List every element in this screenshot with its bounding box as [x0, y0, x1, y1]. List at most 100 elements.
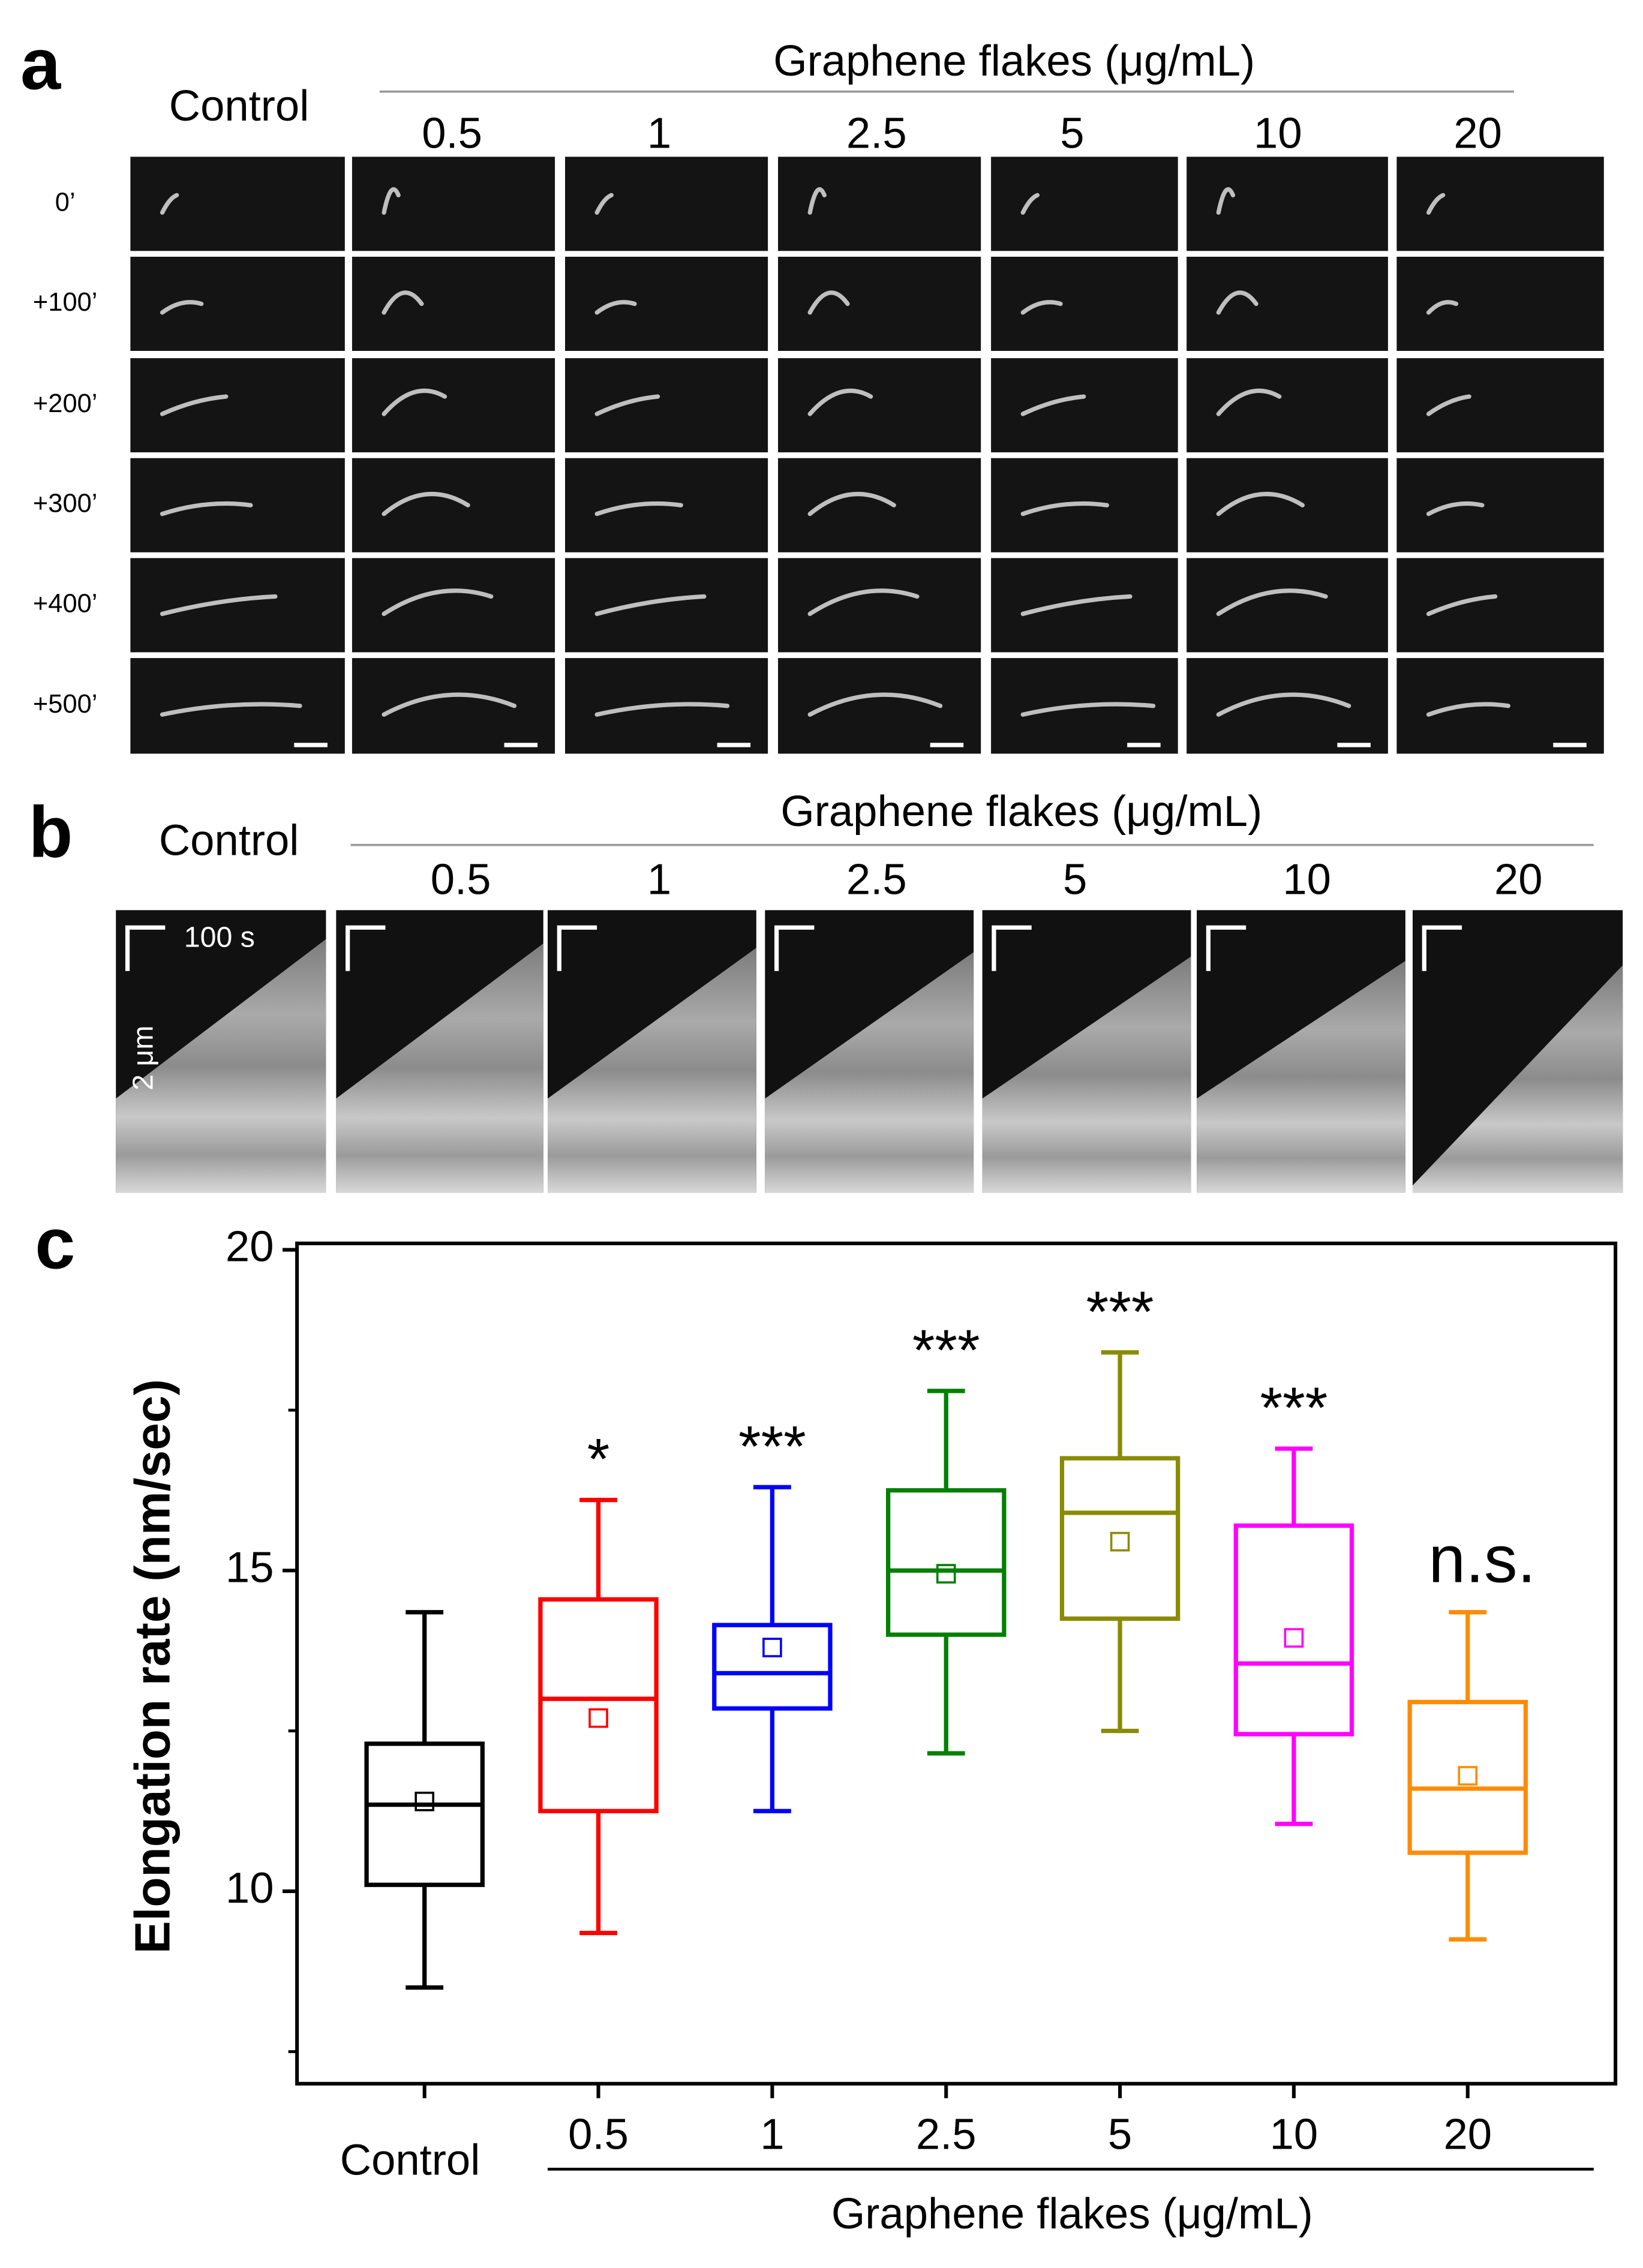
mean-marker [1284, 1628, 1304, 1648]
x-tick-label: 5 [1108, 2110, 1132, 2158]
column-label: 1 [647, 109, 671, 158]
microtubule [160, 193, 179, 215]
content: a Control Graphene flakes (μg/mL) 0.5 1 2.5 5 1… [20, 23, 1623, 2238]
microtubule [807, 588, 920, 617]
micrograph [564, 257, 768, 352]
microtubule [1020, 193, 1040, 215]
x-tick-label: 2.5 [916, 2110, 977, 2158]
column-label: Control [169, 82, 310, 130]
x-tick-label: 10 [1270, 2110, 1318, 2158]
microtubule [1426, 501, 1485, 516]
micrograph [352, 558, 555, 653]
microtubule [1216, 692, 1351, 717]
x-tick-label: 20 [1443, 2110, 1492, 2158]
kymograph-signal [1197, 960, 1405, 1193]
significance-label: n.s. [1428, 1521, 1536, 1596]
panel-label: c [35, 1203, 75, 1284]
group-title: Graphene flakes (μg/mL) [773, 37, 1255, 85]
scale-corner [557, 925, 597, 971]
microtubule [1426, 300, 1459, 315]
micrograph [778, 558, 981, 653]
time-label: 0’ [55, 188, 76, 217]
microtubule [1216, 290, 1258, 315]
micrograph [1396, 157, 1604, 251]
micrograph [1396, 257, 1604, 352]
micrograph [778, 157, 981, 251]
box [1407, 1699, 1528, 1855]
micrograph [778, 458, 981, 552]
column-label: 5 [1063, 855, 1087, 904]
micrograph [130, 558, 345, 653]
column-label: Control [159, 816, 299, 864]
time-label: +100’ [33, 288, 98, 317]
microtubule [1020, 394, 1086, 416]
microtubule [382, 290, 424, 315]
column-label: 1 [647, 855, 671, 904]
significance-label: *** [912, 1318, 980, 1383]
micrograph [1187, 558, 1388, 653]
scale-corner [992, 925, 1032, 971]
column-label: 10 [1254, 109, 1302, 158]
microtubule [1426, 594, 1498, 617]
y-tick-label: 20 [226, 1222, 274, 1271]
microtubule [382, 187, 401, 215]
scale-text: 100 s [184, 921, 255, 953]
scale-corner [774, 925, 815, 971]
x-tick-label: 1 [760, 2110, 784, 2158]
microtubule [807, 492, 896, 516]
x-tick-label: Control [340, 2136, 480, 2185]
microtubule [1020, 300, 1063, 315]
scale-corner [1206, 925, 1246, 971]
mean-marker [1110, 1531, 1130, 1552]
mean-marker [762, 1638, 782, 1657]
time-label: +300’ [33, 489, 98, 518]
kymograph-signal [982, 956, 1191, 1193]
panel-label: a [20, 23, 61, 104]
microtubule [594, 594, 707, 617]
y-tick-label: 10 [226, 1864, 274, 1912]
scale-text: 2 μm [127, 1026, 159, 1091]
micrograph [1396, 458, 1604, 552]
micrograph [564, 558, 768, 653]
mean-marker [936, 1564, 956, 1584]
microtubule [382, 492, 470, 516]
microtubule [160, 594, 278, 617]
column-label: 2.5 [846, 855, 907, 904]
micrograph [1187, 257, 1388, 352]
kymograph-signal [765, 952, 974, 1193]
microtubule [594, 193, 614, 215]
microtubule [807, 388, 873, 416]
microtubule [1426, 702, 1510, 717]
significance-label: *** [1086, 1280, 1154, 1344]
column-label: 20 [1453, 109, 1502, 158]
microtubule [1216, 187, 1236, 215]
microtubule [1426, 394, 1471, 416]
time-label: +400’ [33, 589, 98, 618]
column-label: 20 [1494, 855, 1543, 904]
plot-frame [295, 1241, 1618, 2086]
column-label: 0.5 [422, 109, 482, 158]
micrograph [564, 157, 768, 251]
micrograph [1396, 358, 1604, 453]
microtubule [1216, 388, 1282, 416]
microtubule [807, 187, 827, 215]
y-tick-label: 15 [226, 1543, 274, 1591]
kymograph-signal [1412, 965, 1623, 1193]
micrograph [991, 157, 1178, 251]
micrograph [352, 257, 555, 352]
microtubule [807, 692, 943, 717]
significance-label: * [587, 1428, 610, 1492]
microtubule [594, 501, 683, 516]
group-title: Graphene flakes (μg/mL) [780, 787, 1262, 836]
significance-label: *** [738, 1414, 806, 1479]
micrograph [1187, 157, 1388, 251]
micrograph [778, 257, 981, 352]
microtubule [382, 588, 494, 617]
microtubule [807, 290, 850, 315]
microtubule [594, 394, 660, 416]
x-tick-label: 0.5 [568, 2110, 629, 2158]
microtubule [594, 300, 637, 315]
micrograph [778, 358, 981, 453]
mean-marker [414, 1791, 434, 1812]
